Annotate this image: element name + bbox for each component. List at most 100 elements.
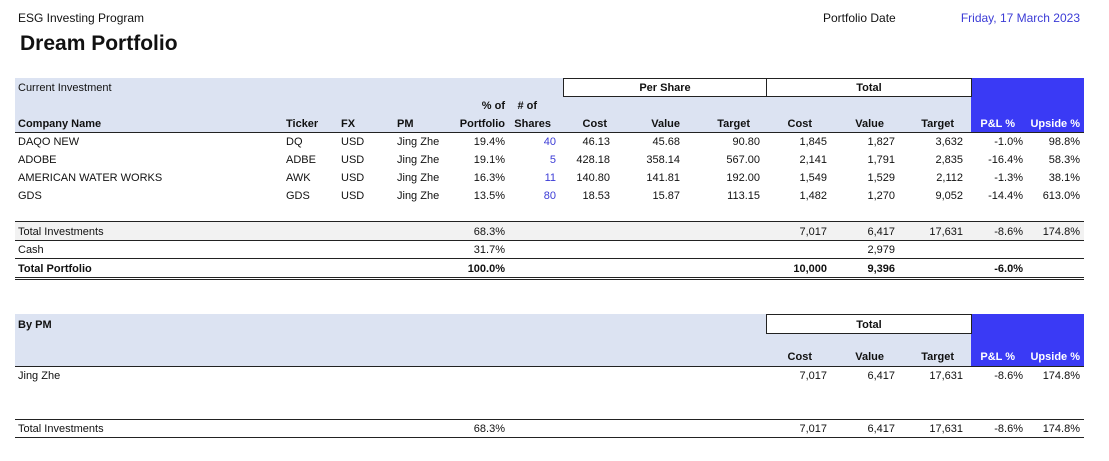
ps-target: 567.00 bbox=[726, 154, 760, 166]
pct-portfolio: 13.5% bbox=[473, 190, 505, 202]
pct-header-line1: % of bbox=[481, 100, 505, 112]
col-fx: FX bbox=[341, 118, 356, 130]
shares-input[interactable]: 80 bbox=[543, 190, 556, 202]
ticker: AWK bbox=[286, 172, 311, 184]
ps-cost: 18.53 bbox=[582, 190, 610, 202]
total-investments-cost: 7,017 bbox=[799, 226, 827, 238]
upside-pct: 58.3% bbox=[1048, 154, 1080, 166]
header-band-sub bbox=[563, 96, 971, 132]
ps-cost: 46.13 bbox=[582, 136, 610, 148]
t-target: 3,632 bbox=[935, 136, 963, 148]
ps-value: 15.87 bbox=[652, 190, 680, 202]
t-value: 1,529 bbox=[867, 172, 895, 184]
by-pm-header-band-sub bbox=[766, 333, 972, 366]
by-pm-col-upside: Upside % bbox=[1030, 351, 1080, 363]
col-t-value: Value bbox=[855, 118, 884, 130]
col-shares: Shares bbox=[514, 118, 551, 130]
col-ps-cost: Cost bbox=[582, 118, 607, 130]
section-label: Current Investment bbox=[18, 82, 112, 94]
by-pm-header-band bbox=[15, 314, 767, 366]
pm: Jing Zhe bbox=[397, 190, 440, 202]
col-pct-portfolio: Portfolio bbox=[459, 118, 505, 130]
upside-pct: 38.1% bbox=[1048, 172, 1080, 184]
ps-value: 358.14 bbox=[646, 154, 680, 166]
fx: USD bbox=[341, 190, 365, 202]
fx: USD bbox=[341, 136, 365, 148]
by-pm-accent-band bbox=[971, 314, 1084, 366]
total-portfolio-pct: 100.0% bbox=[467, 263, 505, 275]
total-investments-target: 17,631 bbox=[929, 226, 963, 238]
col-ps-value: Value bbox=[651, 118, 680, 130]
portfolio-double-underline bbox=[15, 277, 1084, 280]
ps-target: 192.00 bbox=[726, 172, 760, 184]
per-share-group-label: Per Share bbox=[639, 82, 691, 94]
header-band bbox=[15, 78, 563, 132]
total-investments-pct: 68.3% bbox=[473, 226, 505, 238]
accent-band bbox=[971, 78, 1084, 132]
company-name: AMERICAN WATER WORKS bbox=[18, 172, 163, 184]
totals-divider bbox=[15, 221, 1084, 222]
ps-target: 113.15 bbox=[727, 190, 760, 202]
portfolio-divider bbox=[15, 258, 1084, 259]
t-target: 2,112 bbox=[936, 172, 963, 184]
fx: USD bbox=[341, 154, 365, 166]
by-pm-total-pl: -8.6% bbox=[994, 423, 1023, 435]
company-name: GDS bbox=[18, 190, 42, 202]
total-investments-upside: 174.8% bbox=[1042, 226, 1080, 238]
by-pm-value: 6,417 bbox=[867, 370, 895, 382]
by-pm-bottom-line bbox=[15, 437, 1084, 438]
ticker: ADBE bbox=[286, 154, 316, 166]
t-cost: 1,482 bbox=[799, 190, 827, 202]
portfolio-date-label: Portfolio Date bbox=[823, 11, 896, 25]
pl-pct: -16.4% bbox=[988, 154, 1023, 166]
pl-pct: -1.0% bbox=[994, 136, 1023, 148]
by-pm-upside: 174.8% bbox=[1042, 370, 1080, 382]
by-pm-col-value: Value bbox=[855, 351, 884, 363]
program-name: ESG Investing Program bbox=[18, 11, 145, 25]
by-pm-total-value: 6,417 bbox=[867, 423, 895, 435]
pm: Jing Zhe bbox=[397, 154, 440, 166]
pl-pct: -1.3% bbox=[994, 172, 1023, 184]
ticker: GDS bbox=[286, 190, 310, 202]
col-t-target: Target bbox=[921, 118, 954, 130]
pm: Jing Zhe bbox=[397, 136, 440, 148]
col-upside: Upside % bbox=[1030, 118, 1080, 130]
by-pm-total-target: 17,631 bbox=[929, 423, 963, 435]
by-pm-section-label: By PM bbox=[18, 319, 52, 331]
by-pm-header-divider bbox=[15, 366, 1084, 367]
by-pm-cost: 7,017 bbox=[799, 370, 827, 382]
pm: Jing Zhe bbox=[397, 172, 440, 184]
col-t-cost: Cost bbox=[787, 118, 812, 130]
by-pm-total-divider bbox=[15, 419, 1084, 420]
ps-value: 45.68 bbox=[652, 136, 680, 148]
t-value: 1,791 bbox=[867, 154, 895, 166]
total-investments-label: Total Investments bbox=[18, 226, 104, 238]
by-pm-pl: -8.6% bbox=[994, 370, 1023, 382]
pct-portfolio: 19.1% bbox=[473, 154, 505, 166]
upside-pct: 98.8% bbox=[1048, 136, 1080, 148]
page-title: Dream Portfolio bbox=[20, 32, 178, 55]
by-pm-target: 17,631 bbox=[929, 370, 963, 382]
by-pm-total-pct: 68.3% bbox=[473, 423, 505, 435]
portfolio-date-value[interactable]: Friday, 17 March 2023 bbox=[960, 11, 1080, 25]
col-company: Company Name bbox=[18, 118, 102, 130]
shares-input[interactable]: 11 bbox=[544, 172, 556, 184]
pct-portfolio: 16.3% bbox=[473, 172, 505, 184]
t-cost: 1,845 bbox=[799, 136, 827, 148]
total-investments-band bbox=[15, 222, 1084, 240]
col-pl: P&L % bbox=[980, 118, 1015, 130]
shares-header-line1: # of bbox=[517, 100, 537, 112]
total-investments-value: 6,417 bbox=[867, 226, 895, 238]
shares-input[interactable]: 40 bbox=[543, 136, 556, 148]
pl-pct: -14.4% bbox=[988, 190, 1023, 202]
ticker: DQ bbox=[286, 136, 303, 148]
by-pm-total-group-label: Total bbox=[856, 319, 882, 331]
col-pm: PM bbox=[397, 118, 414, 130]
total-portfolio-label: Total Portfolio bbox=[18, 263, 92, 275]
by-pm-total-label: Total Investments bbox=[18, 423, 104, 435]
t-value: 1,270 bbox=[867, 190, 895, 202]
ps-cost: 140.80 bbox=[576, 172, 610, 184]
cash-pct: 31.7% bbox=[473, 244, 505, 256]
total-portfolio-value: 9,396 bbox=[867, 263, 895, 275]
shares-input[interactable]: 5 bbox=[549, 154, 556, 166]
